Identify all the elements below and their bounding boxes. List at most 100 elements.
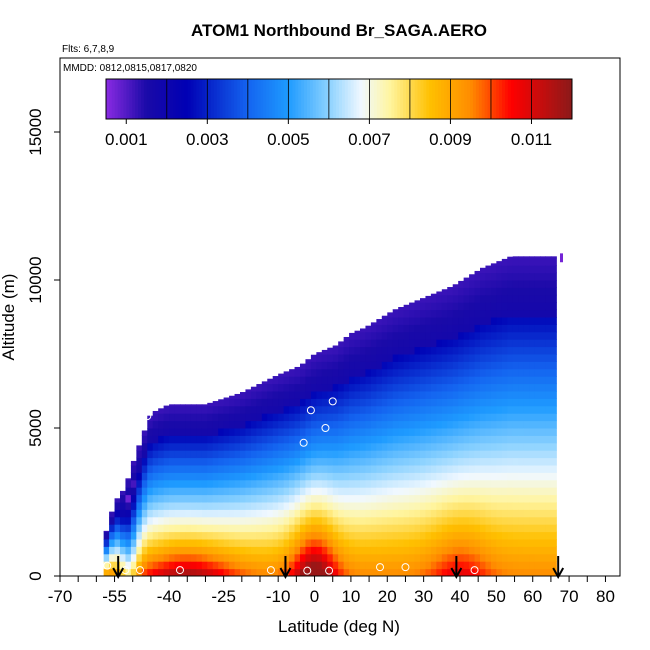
heatmap-cell [272,479,279,488]
heatmap-cell [201,442,208,451]
heatmap-cell [310,472,317,481]
heatmap-cell [480,398,486,407]
heatmap-cell [447,465,454,473]
colorbar-swatch [321,79,325,119]
x-tick-label: -10 [266,587,291,606]
heatmap-cell [256,428,263,436]
heatmap-cell [534,383,541,392]
heatmap-cell [327,391,334,399]
heatmap-cell [310,405,317,414]
heatmap-cell [294,413,301,422]
heatmap-cell [436,324,443,333]
heatmap-cell [529,568,536,577]
heatmap-cell [398,354,405,362]
heatmap-cell [360,509,366,518]
heatmap-cell [250,386,257,392]
colorbar-swatch [199,79,203,119]
heatmap-cell [316,502,323,510]
heatmap-cell [272,420,279,429]
heatmap-cell [436,398,443,407]
heatmap-cell [463,277,470,281]
heatmap-cell [398,568,405,577]
heatmap-cell [300,561,306,570]
heatmap-cell [436,553,443,562]
heatmap-cell [381,546,388,555]
heatmap-cell [147,568,154,577]
colorbar-tick-label: 0.005 [267,130,310,149]
heatmap-cell [441,516,448,525]
heatmap-cell [196,487,203,496]
heatmap-cell [447,309,454,318]
heatmap-cell [256,391,263,399]
heatmap-cell [300,457,306,466]
heatmap-cell [545,428,552,436]
colorbar-swatch [309,79,314,119]
heatmap-cell [289,465,296,473]
heatmap-cell [152,553,159,562]
heatmap-cell [180,450,186,459]
heatmap-cell [196,561,203,570]
heatmap-cell [201,494,208,503]
heatmap-cell [534,509,541,518]
heatmap-cell [447,531,454,540]
heatmap-cell [370,331,377,340]
heatmap-cell [136,465,143,473]
heatmap-cell [490,287,497,296]
heatmap-cell [365,368,372,377]
heatmap-cell [507,568,514,577]
heatmap-cell [430,354,437,362]
heatmap-cell [169,428,176,436]
heatmap-cell [518,339,525,348]
heatmap-cell [207,516,214,525]
heatmap-cell [441,309,448,318]
heatmap-cell [436,413,443,422]
heatmap-cell [267,553,274,562]
heatmap-cell [430,479,437,488]
heatmap-cell [392,376,399,385]
heatmap-cell [436,383,443,392]
heatmap-cell [272,546,279,555]
heatmap-cell [398,502,405,510]
heatmap-cell [392,309,399,318]
heatmap-cell [136,487,143,496]
heatmap-cell [392,309,399,311]
heatmap-cell [469,561,476,570]
heatmap-cell [147,516,154,525]
heatmap-cell [229,420,236,429]
heatmap-cell [409,435,416,444]
heatmap-cell [490,339,497,348]
heatmap-cell [354,391,361,399]
heatmap-cell [283,428,290,436]
heatmap-cell [545,256,552,259]
heatmap-cell [349,487,356,496]
heatmap-cell [141,430,148,436]
heatmap-cell [430,428,437,436]
heatmap-cell [158,524,165,533]
heatmap-cell [403,317,410,325]
heatmap-cell [545,391,552,399]
heatmap-cell [403,457,410,466]
heatmap-cell [518,376,525,385]
colorbar-swatch [449,79,454,119]
heatmap-cell [365,413,372,422]
heatmap-cell [463,383,470,392]
heatmap-cell [545,413,552,422]
heatmap-cell [403,324,410,333]
heatmap-cell [349,398,356,407]
heatmap-cell [534,354,541,362]
heatmap-cell [550,457,557,466]
colorbar-swatch [181,79,186,119]
heatmap-cell [545,317,552,325]
heatmap-cell [272,502,279,510]
heatmap-cell [512,346,519,355]
heatmap-cell [550,331,557,340]
heatmap-cell [458,324,465,333]
heatmap-cell [534,294,541,303]
heatmap-cell [409,376,416,385]
heatmap-cell [529,539,536,547]
heatmap-cell [534,317,541,325]
heatmap-cell [141,502,148,510]
heatmap-cell [540,376,546,385]
heatmap-cell [550,516,557,525]
heatmap-cell [218,487,225,496]
